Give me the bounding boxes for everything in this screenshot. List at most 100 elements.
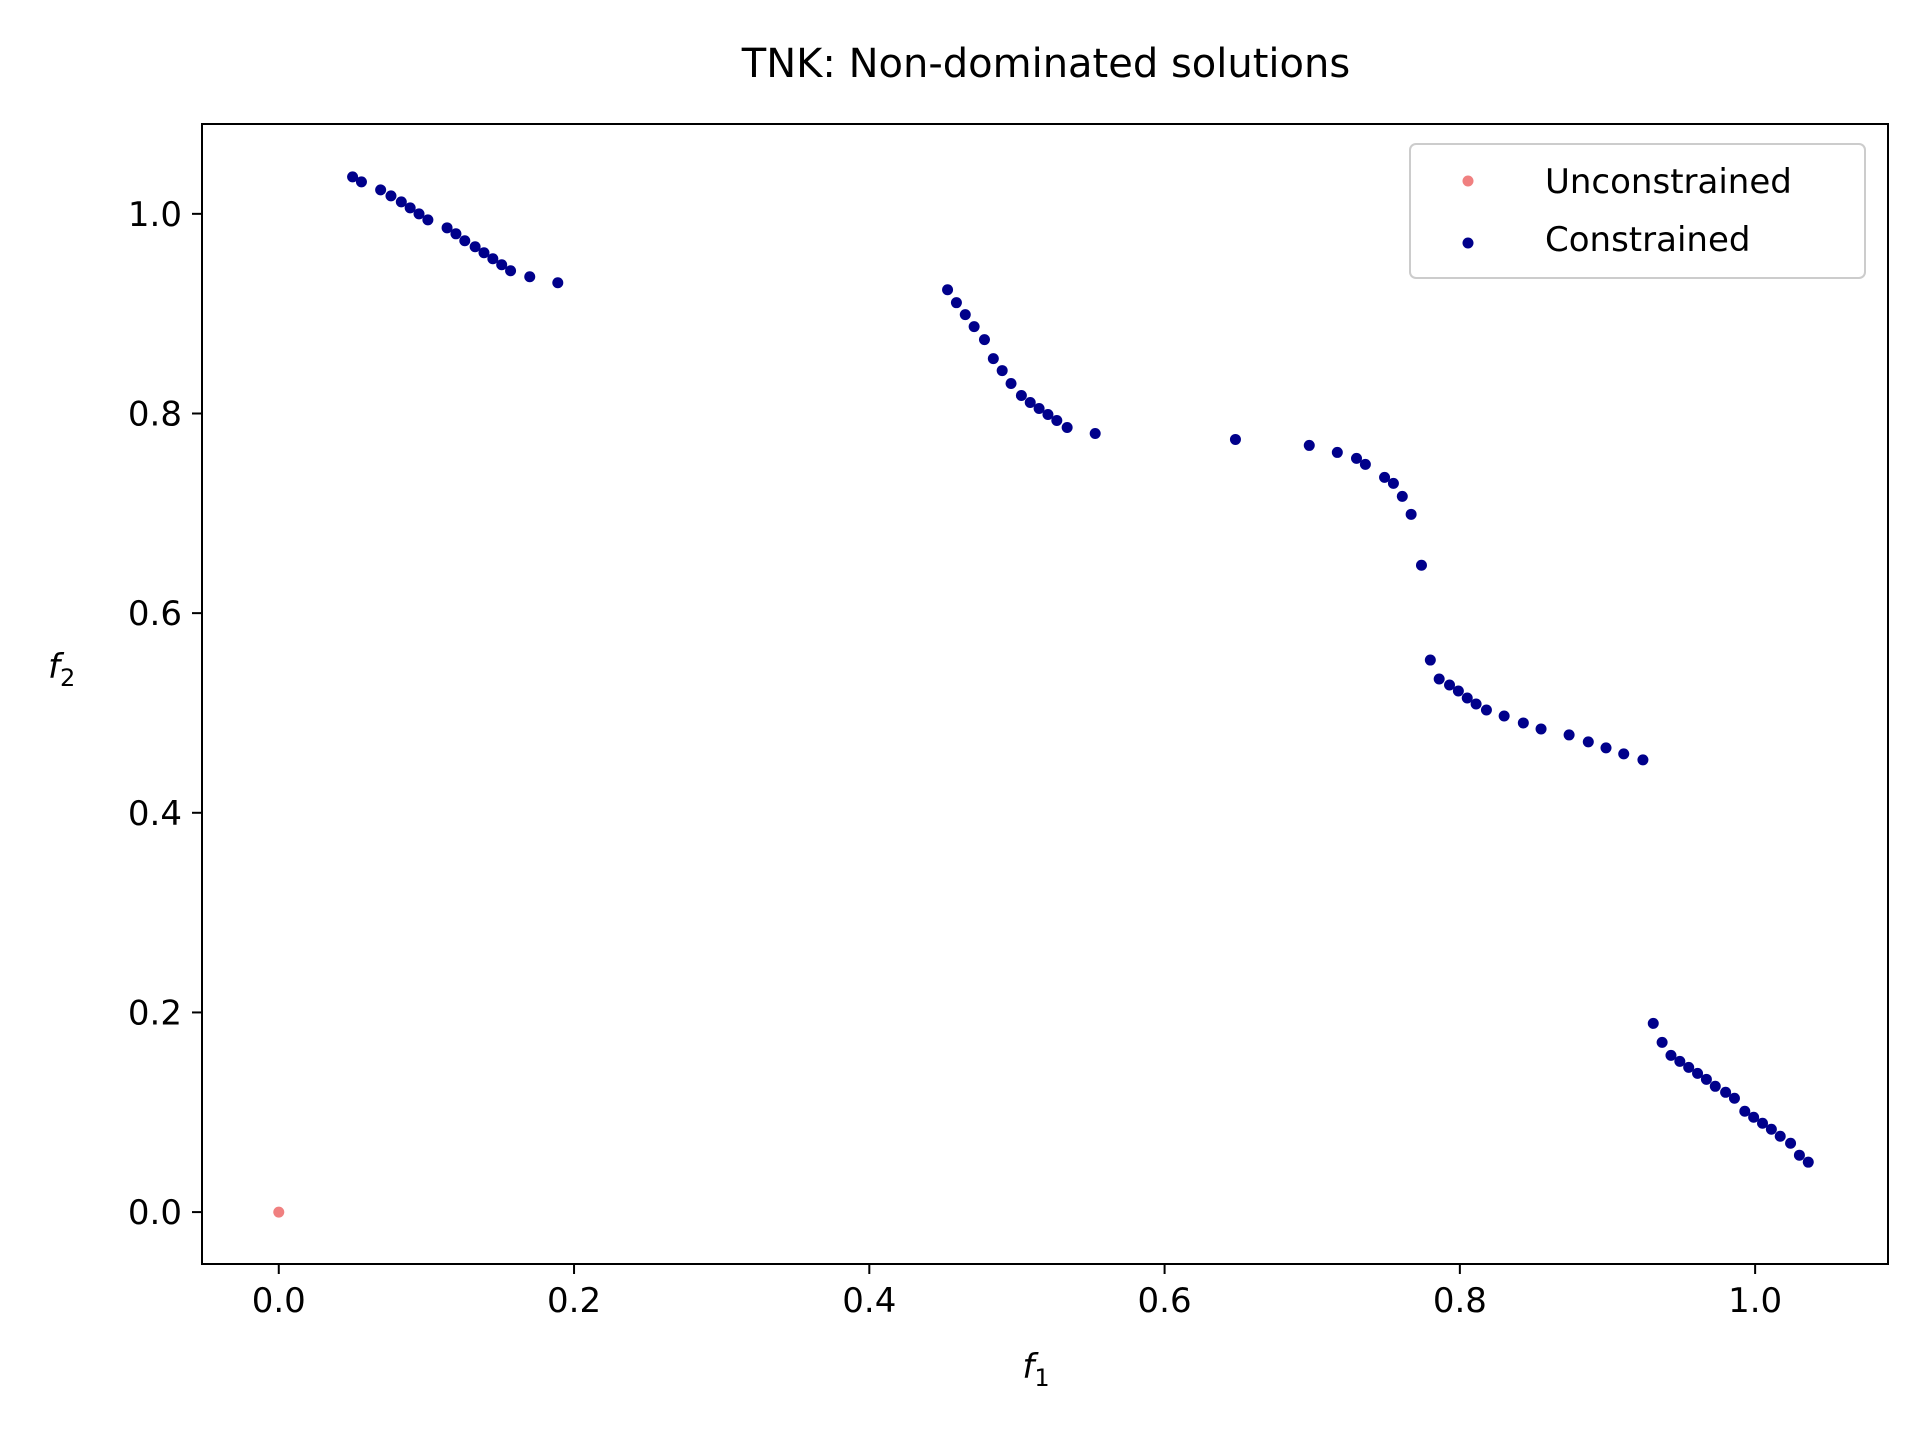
data-point-constrained (1748, 1111, 1760, 1123)
data-point-constrained (524, 271, 536, 283)
legend-marker-unconstrained (1462, 175, 1474, 187)
data-point-constrained (422, 214, 434, 226)
data-point-constrained (1683, 1061, 1695, 1073)
data-point-constrained (1535, 723, 1547, 735)
y-tick-label: 0.4 (128, 794, 182, 834)
data-point-constrained (1379, 471, 1391, 483)
data-point-constrained (1739, 1105, 1751, 1117)
data-point-constrained (1033, 403, 1045, 415)
data-point-constrained (413, 208, 425, 220)
legend: Unconstrained Constrained (1409, 143, 1866, 279)
x-axis-ticks: 0.0 0.2 0.4 0.6 0.8 1.0 (252, 1264, 1782, 1321)
data-point-constrained (950, 297, 962, 309)
data-point-constrained (1089, 427, 1101, 439)
data-point-constrained (347, 171, 359, 183)
y-tick-label: 1.0 (128, 195, 182, 235)
data-point-constrained (404, 202, 416, 214)
data-point-constrained (996, 365, 1008, 377)
data-point-constrained (1709, 1080, 1721, 1092)
data-point-constrained (1674, 1055, 1686, 1067)
data-point-constrained (1517, 717, 1529, 729)
data-point-constrained (1618, 748, 1630, 760)
data-point-constrained (375, 184, 387, 196)
x-tick-label: 0.8 (1433, 1281, 1487, 1321)
data-point-constrained (1015, 390, 1027, 402)
data-point-constrained (942, 284, 954, 296)
data-point-constrained (1351, 452, 1363, 464)
data-point-constrained (1387, 477, 1399, 489)
data-point-constrained (1303, 439, 1315, 451)
data-point-constrained (1480, 704, 1492, 716)
plot-area (201, 123, 1889, 1265)
x-tick-label: 0.2 (547, 1281, 601, 1321)
data-point-constrained (1656, 1036, 1668, 1048)
data-point-constrained (1051, 414, 1063, 426)
x-tick-label: 0.0 (252, 1281, 306, 1321)
data-point-constrained (1024, 397, 1036, 409)
y-tick-label: 0.2 (128, 993, 182, 1033)
data-point-constrained (1405, 508, 1417, 520)
data-point-constrained (1331, 446, 1343, 458)
y-axis-label-sub: 2 (60, 664, 75, 692)
data-point-constrained (1647, 1017, 1659, 1029)
data-point-constrained (1498, 710, 1510, 722)
chart-title: TNK: Non-dominated solutions (741, 41, 1350, 87)
x-tick-label: 1.0 (1728, 1281, 1782, 1321)
data-point-constrained (441, 222, 453, 234)
data-point-constrained (1061, 421, 1073, 433)
y-tick-label: 0.8 (128, 394, 182, 434)
legend-label-constrained: Constrained (1545, 220, 1750, 260)
data-point-constrained (1600, 742, 1612, 754)
data-point-unconstrained (273, 1206, 285, 1218)
data-point-constrained (1424, 654, 1436, 666)
data-point-constrained (1665, 1049, 1677, 1061)
data-point-constrained (1785, 1137, 1797, 1149)
data-point-constrained (1005, 378, 1017, 390)
data-point-constrained (1461, 692, 1473, 704)
data-point-constrained (1802, 1156, 1814, 1168)
data-point-constrained (959, 309, 971, 321)
data-point-constrained (1444, 679, 1456, 691)
data-point-constrained (1793, 1149, 1805, 1161)
data-point-constrained (1728, 1092, 1740, 1104)
data-point-constrained (1229, 433, 1241, 445)
data-point-constrained (469, 241, 481, 253)
data-point-constrained (385, 190, 397, 202)
x-tick-label: 0.4 (842, 1281, 896, 1321)
y-tick-label: 0.0 (128, 1193, 182, 1233)
data-point-constrained (1359, 458, 1371, 470)
x-axis-label-sub: 1 (1034, 1364, 1049, 1392)
data-point-constrained (1774, 1130, 1786, 1142)
legend-marker-constrained (1462, 237, 1474, 249)
data-point-constrained (1637, 754, 1649, 766)
data-point-constrained (552, 277, 564, 289)
data-point-constrained (1396, 490, 1408, 502)
data-point-constrained (968, 321, 980, 333)
data-point-constrained (1757, 1117, 1769, 1129)
data-point-constrained (505, 265, 517, 277)
data-point-constrained (1700, 1073, 1712, 1085)
data-point-constrained (459, 235, 471, 247)
data-point-constrained (487, 253, 499, 265)
legend-label-unconstrained: Unconstrained (1545, 162, 1792, 202)
data-point-constrained (1470, 698, 1482, 710)
data-point-constrained (1042, 408, 1054, 420)
data-point-constrained (1720, 1086, 1732, 1098)
y-axis-ticks: 0.0 0.2 0.4 0.6 0.8 1.0 (128, 195, 202, 1233)
data-point-constrained (1582, 736, 1594, 748)
data-point-constrained (478, 247, 490, 259)
data-point-constrained (450, 228, 462, 240)
data-point-constrained (496, 259, 508, 271)
data-point-constrained (1692, 1067, 1704, 1079)
data-point-constrained (987, 353, 999, 365)
y-tick-label: 0.6 (128, 594, 182, 634)
data-point-constrained (1433, 673, 1445, 685)
data-point-constrained (1563, 729, 1575, 741)
data-point-constrained (395, 196, 407, 208)
data-point-constrained (355, 176, 367, 188)
x-tick-label: 0.6 (1138, 1281, 1192, 1321)
data-point-constrained (978, 334, 990, 346)
data-points (273, 171, 1814, 1218)
data-point-constrained (1452, 685, 1464, 697)
legend-box (1409, 143, 1866, 279)
